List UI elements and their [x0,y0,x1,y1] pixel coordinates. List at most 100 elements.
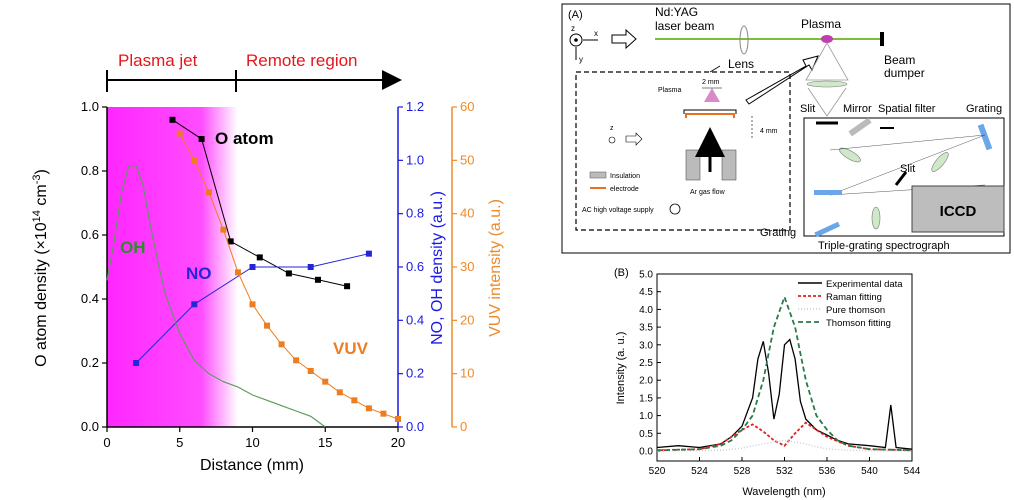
right-y-axis-title: VUV intensity (a.u.) [487,199,504,337]
spectrum-y-tick-label: 0.5 [639,429,653,440]
inset-plasma-label: Plasma [658,87,681,94]
spectrum-y-tick-label: 2.5 [639,358,653,369]
spectrum-x-tick-label: 544 [904,466,921,477]
o-atom-data-point [198,136,205,142]
mid-y-tick-label: 0.6 [406,259,424,274]
mid-y-axis-title: NO, OH density (a.u.) [429,191,446,345]
vuv-data-point [380,410,387,417]
right-y-tick-label: 60 [460,99,474,114]
o-atom-data-point [344,283,351,290]
beam-dumper-label-1: Beam [884,53,915,67]
diagonal-hollow-arrow-icon [745,55,819,105]
grating-label-right: Grating [966,103,1002,115]
raman-spectrum-line [656,421,913,452]
mid-y-tick-label: 1.2 [406,99,424,114]
right-y-tick-label: 10 [460,366,474,381]
region-label-remote: Remote region [246,51,358,70]
right-y-tick-label: 20 [460,312,474,327]
o-atom-data-point [169,116,176,123]
svg-text:z: z [610,125,614,132]
vuv-data-point [220,226,227,233]
right-y-tick-label: 0 [460,419,467,434]
spectrum-series [656,294,913,452]
vuv-data-point [191,157,198,164]
left-chart-ticks: 0 5 10 15 200.00.20.40.60.81.00.00.20.40.60.… [81,99,475,450]
plasma-jet-shaded-region [107,107,238,427]
grating-icon-bottom [814,221,841,238]
slit-label-top: Slit [800,103,815,115]
legend-label-thomson-fitting: Thomson fitting [826,318,891,329]
x-tick-label: 15 [318,435,332,450]
thomson-fitting-spectrum-line [656,294,913,452]
left-chart-series [106,116,401,428]
vuv-data-point [264,322,271,329]
spectrum-ticks: 520 524 528 532 536 540 544 0.0 0.5 1.0 1.5 2.0 2.5 3… [639,270,921,478]
spectrograph-label: Triple-grating spectrograph [818,240,950,252]
vuv-data-point [205,189,212,196]
spectrum-y-tick-label: 3.5 [639,323,653,334]
optical-path-lines [829,134,986,196]
hollow-arrow-icon [611,28,637,50]
inset-hollow-arrow-icon [625,132,643,146]
o-atom-data-point [227,238,234,245]
legend-label-raman: Raman fitting [826,292,882,303]
no-data-point [307,264,314,270]
vuv-data-point [395,416,401,422]
x-tick-label: 5 [176,435,183,450]
region-label-plasma-jet: Plasma jet [118,51,198,70]
spectrum-x-axis-title: Wavelength (nm) [742,486,825,498]
vuv-data-point [234,269,241,276]
left-y-tick-label: 0.8 [81,163,99,178]
right-y-tick-label: 30 [460,259,474,274]
series-label-o-atom: O atom [215,129,274,148]
legend-insulation-label: Insulation [610,173,640,180]
distance-chart: Plasma jet Remote region 0 5 10 15 200.00.20… [31,51,504,474]
spectrum-x-tick-label: 532 [776,466,793,477]
inset-insulation-left [685,149,701,181]
o-atom-data-point [285,270,292,277]
spectrum-x-tick-label: 528 [734,466,751,477]
vuv-series-line [179,133,399,420]
vuv-data-point [278,341,285,348]
vuv-data-point [293,357,300,364]
inset-plasma-plume-icon [704,88,720,102]
no-data-point [365,250,372,257]
spectrum-y-tick-label: 0.0 [639,447,653,458]
spectrum-y-tick-label: 1.0 [639,411,653,422]
oh-series-line [106,165,326,428]
experimental-spectrum-line [656,338,913,450]
left-y-axis-title: O atom density (×1014 cm-3) [31,169,50,367]
jet-inset-frame [575,71,791,231]
spectrum-x-tick-label: 536 [819,466,836,477]
inset-insulation-right [721,149,737,181]
spectrum-y-tick-label: 4.5 [639,287,653,298]
spectrum-x-tick-label: 524 [691,466,708,477]
collection-lens-icon [806,80,848,88]
spectrum-x-tick-label: 520 [649,466,666,477]
vuv-data-point [336,389,343,396]
mirror-label: Mirror [843,103,872,115]
grating-icon-left [814,190,842,195]
vuv-data-point [351,397,358,404]
inset-2mm-label: 2 mm [702,79,720,86]
spectrum-panel-label: (B) [614,267,629,279]
spectrum-y-tick-label: 2.0 [639,376,653,387]
spectrum-y-tick-label: 1.5 [639,393,653,404]
experimental-setup-schematic: (A) z x y Nd:YAG laser beam Lens Plasma … [561,3,1011,254]
inset-gas-flow-label: Ar gas flow [690,189,726,196]
spectrum-x-tick-label: 540 [861,466,878,477]
series-label-no: NO [186,264,212,283]
x-tick-label: 0 [103,435,110,450]
vuv-data-point [322,378,329,385]
inset-4mm-label: 4 mm [760,128,778,135]
iccd-box [911,185,1005,233]
mirror-icon [848,117,872,137]
lens-icon [739,25,749,55]
spectrograph-frame [803,117,1005,237]
legend-label-pure-thomson: Pure thomson [826,305,885,316]
slit-label-mid: Slit [900,163,915,175]
legend-electrode-label: electrode [610,186,639,193]
vuv-data-point [249,301,256,308]
spectrum-y-tick-label: 4.0 [639,305,653,316]
